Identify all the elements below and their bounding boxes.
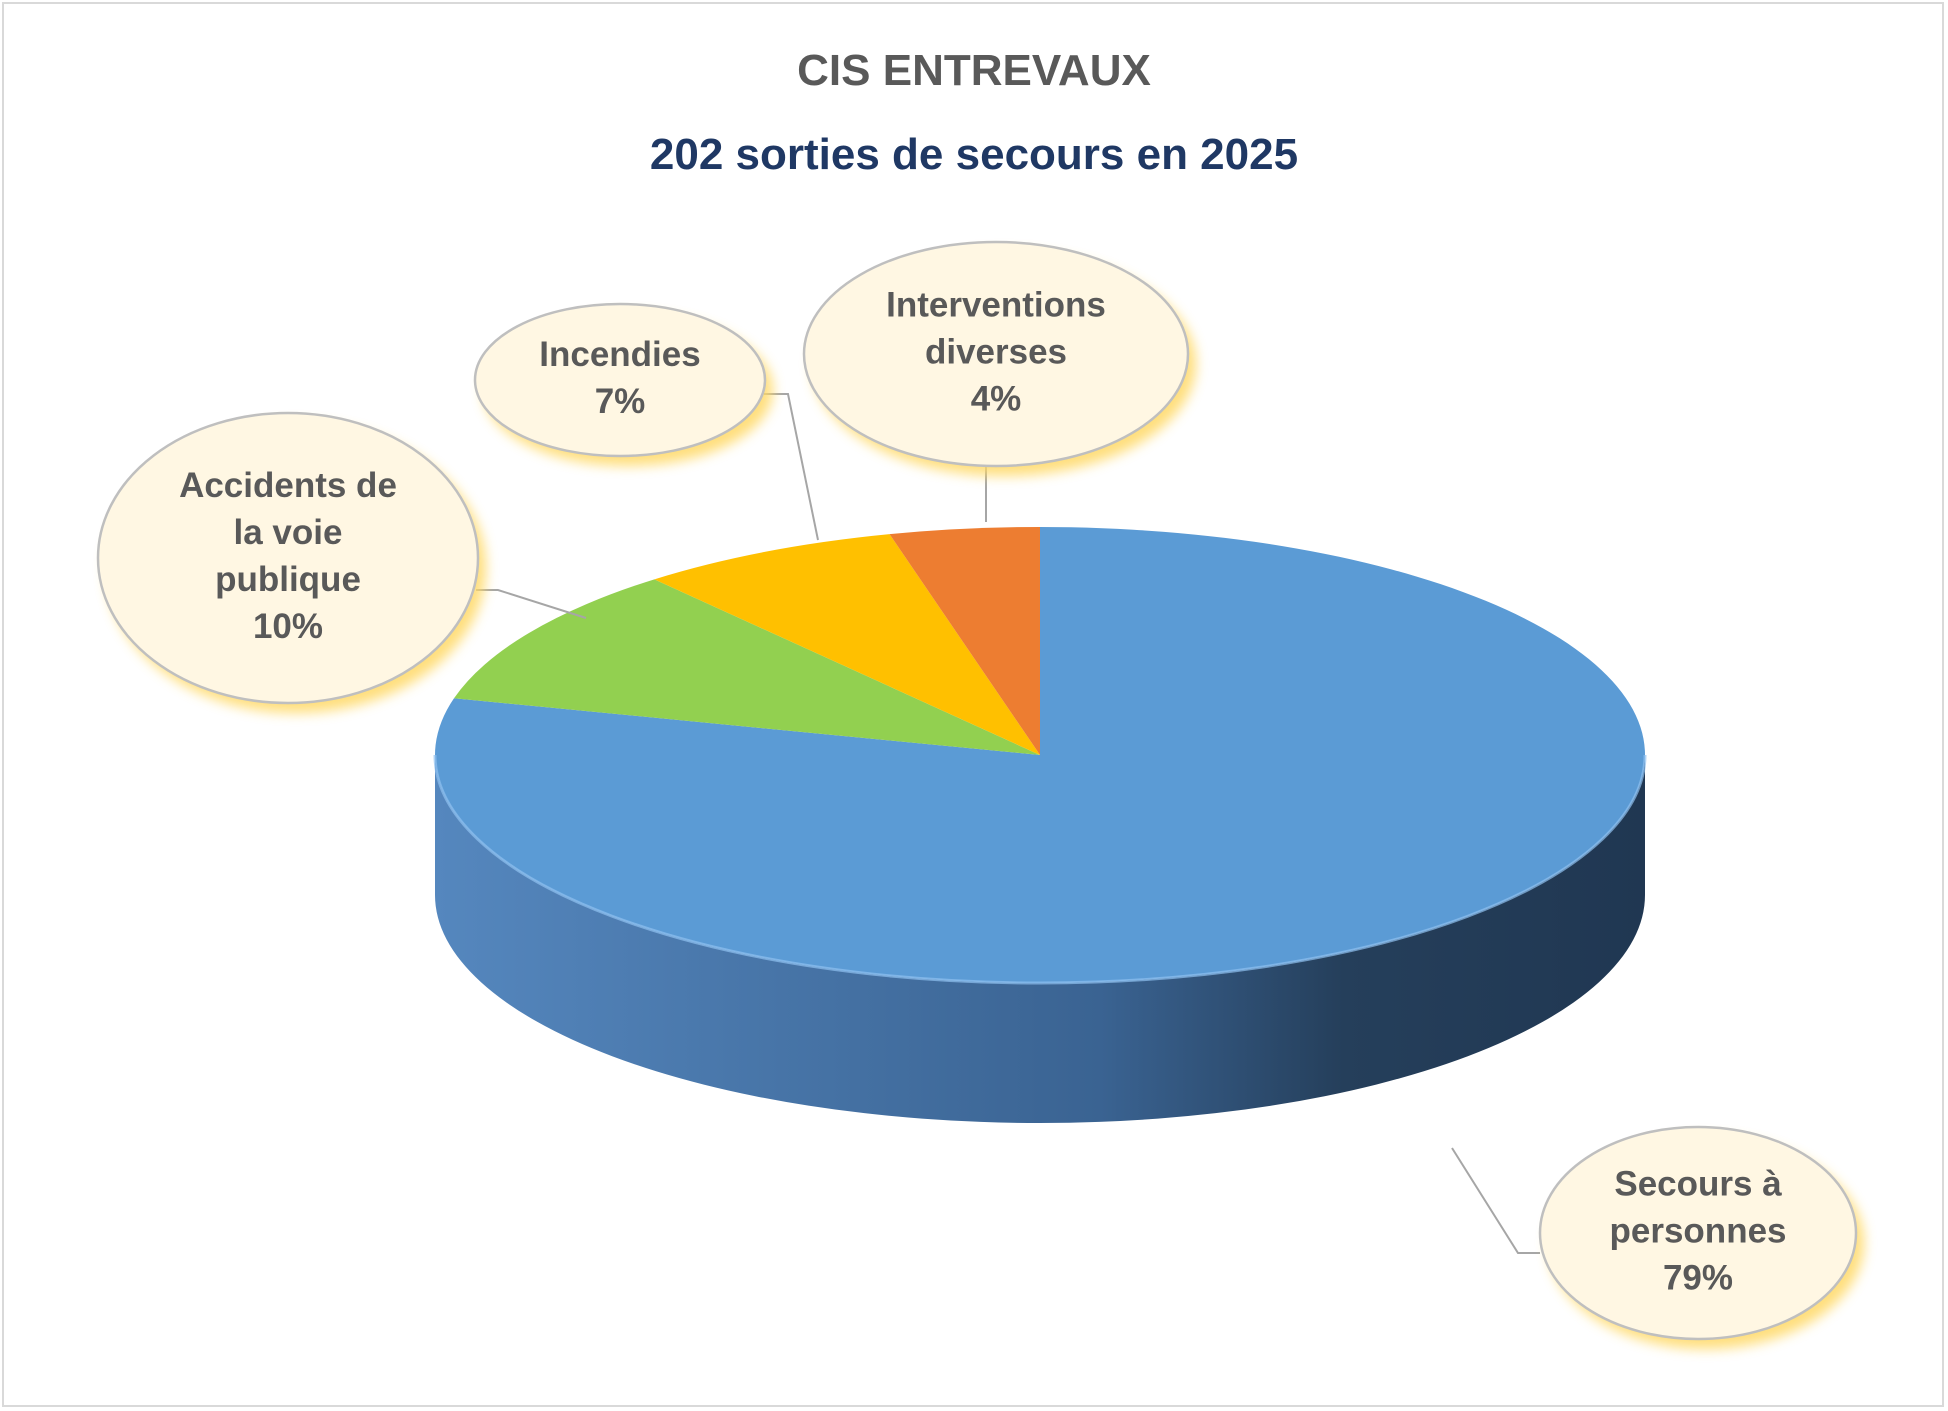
pie-slice-3 (654, 534, 1040, 755)
label-bubble-1 (1538, 1125, 1858, 1341)
data-label-text-1: personnes (1610, 1211, 1787, 1250)
label-bubble-3 (473, 302, 767, 458)
data-label-value-3: 7% (595, 382, 646, 421)
data-label-value-4: 4% (971, 379, 1022, 418)
data-label-text-2: la voie (234, 513, 343, 552)
data-label-text-1: Secours à (1614, 1164, 1782, 1203)
leader-line-1 (1451, 1147, 1540, 1254)
pie-rim-highlight (433, 754, 1647, 985)
pie-side-wall (435, 755, 1645, 1123)
label-bubble-2 (96, 411, 480, 705)
data-label-text-4: diverses (925, 332, 1067, 371)
chart-title: CIS ENTREVAUX (797, 46, 1151, 95)
chart-subtitle: 202 sorties de secours en 2025 (649, 130, 1299, 179)
pie-slice-2 (454, 579, 1040, 755)
data-label-text-2: publique (215, 560, 361, 599)
data-label-value-1: 79% (1663, 1258, 1733, 1297)
pie-slice-1 (434, 527, 1645, 983)
label-bubble-4 (802, 240, 1190, 468)
data-label-text-2: Accidents de (179, 466, 397, 505)
leader-line-3 (764, 393, 819, 541)
pie-slice-4 (889, 527, 1040, 755)
data-label-text-4: Interventions (886, 285, 1106, 324)
data-label-text-3: Incendies (539, 335, 700, 374)
data-label-value-2: 10% (253, 607, 323, 646)
